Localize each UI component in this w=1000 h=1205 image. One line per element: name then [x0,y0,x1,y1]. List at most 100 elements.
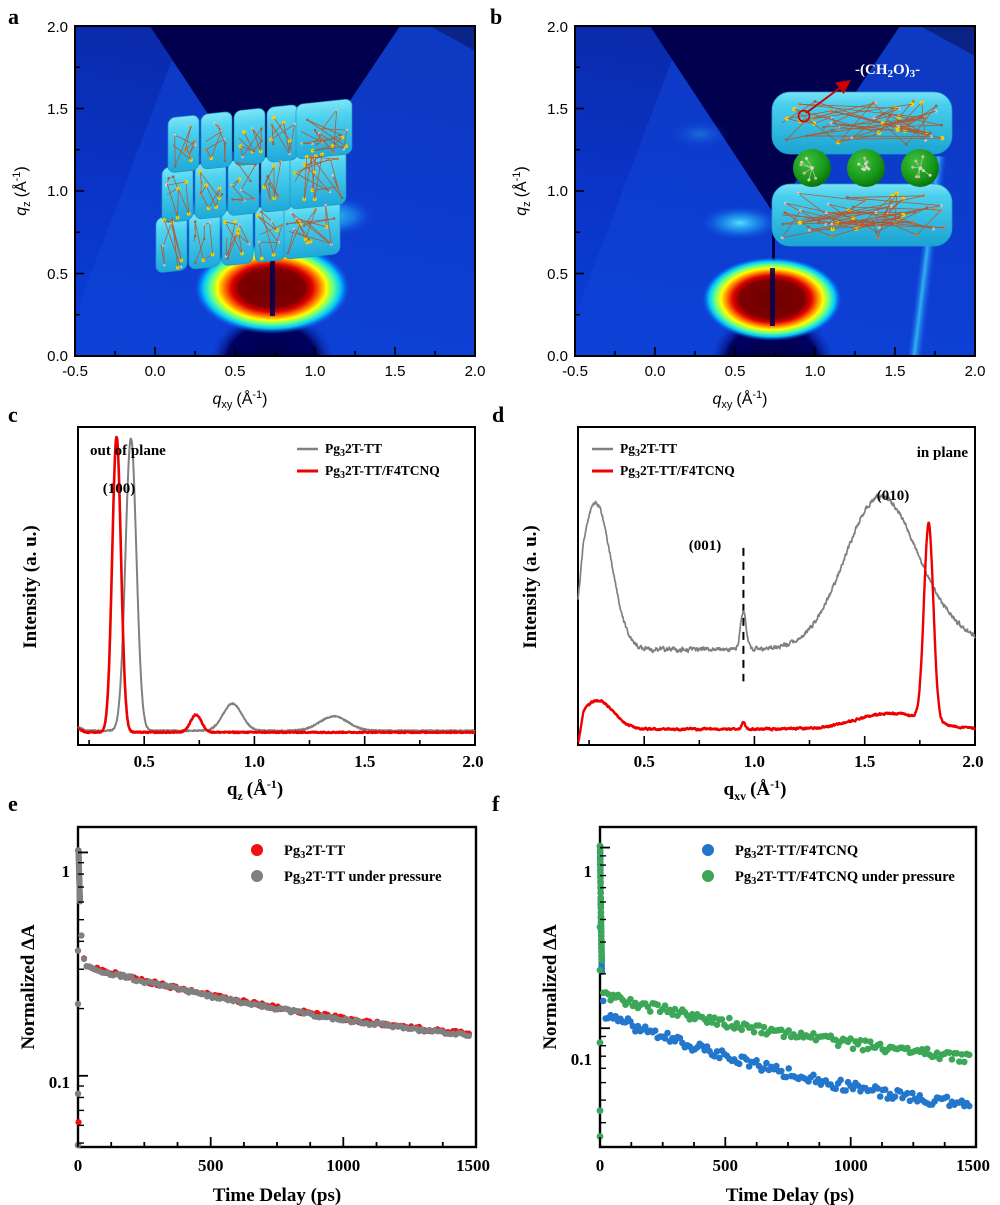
panel-e-svg: Pg32T-TT Pg32T-TT under pressure 1 0.1 [18,825,490,1205]
panel-c-xtick-3: 2.0 [462,752,483,771]
panel-b-xticks [574,347,976,356]
inset-slabs-b [771,79,953,247]
panel-b-ytick-1: 0.5 [547,266,568,283]
curve-1 [77,435,476,735]
svg-text:qz(Å-1): qz(Å-1) [511,166,533,216]
panel-e-xticks [77,1137,477,1147]
molecule-icon [285,203,336,255]
legend-label-0: Pg32T-TT [620,441,677,459]
panel-d-xaxis-label: qxy (Å-1) [724,777,787,800]
panel-e-yticks [78,851,88,1144]
legend-label-1: Pg32T-TT/F4TCNQ under pressure [735,869,955,887]
panel-f-yaxis-label: Normalized ΔA [540,924,561,1050]
panel-b: -(CH2O)3- 0.0 0.5 1.0 1.5 2.0 [500,16,1000,416]
panel-c-xaxis-label: qz (Å-1) [227,777,283,800]
panel-a-xtick-4: 1.5 [385,363,406,380]
panel-f-ytick-1: 1 [584,862,593,881]
giwaxs-map-a [75,26,475,356]
svg-text:Intensity (a. u.): Intensity (a. u.) [520,525,541,649]
legend-label-0: Pg32T-TT [284,843,345,861]
panel-b-ytick-2: 1.0 [547,183,568,200]
panel-b-xtick-1: 0.0 [645,363,666,380]
panel-d-svg: in plane (001) (010) Pg32T-TT Pg32T-TT/F… [520,426,984,800]
molecule-icon [256,210,284,261]
panel-d-curves [577,493,976,744]
svg-text:Normalized ΔA: Normalized ΔA [18,924,39,1050]
panel-e-xtick-1: 500 [198,1156,224,1175]
legend-label-1: Pg32T-TT under pressure [284,869,442,887]
panel-a-ytick-4: 2.0 [47,19,68,36]
panel-c-yaxis-label: Intensity (a. u.) [20,525,41,649]
molecule-icon [160,218,184,270]
molecule-icon [164,175,191,220]
molecule-icon [172,125,197,168]
legend-marker-0 [702,844,714,856]
legend-label-0: Pg32T-TT/F4TCNQ [735,843,858,861]
legend-marker-0 [251,844,263,856]
panel-a-xticks [74,347,476,356]
panel-c-svg: out of plane (100) Pg32T-TT Pg32T-TT/F4T… [20,426,484,800]
panel-f-xtick-2: 1000 [834,1156,868,1175]
molecule-icon [293,152,344,202]
xlab-sup: -1 [252,389,262,401]
svg-text:qxy(Å-1): qxy (Å-1) [724,777,787,800]
svg-text:Intensity (a. u.): Intensity (a. u.) [20,525,41,649]
svg-text:qz(Å-1): qz(Å-1) [227,777,283,800]
molecule-icon [198,169,224,211]
panel-a-svg: 0.0 0.5 1.0 1.5 2.0 -0.5 0.0 0.5 1.0 1.5… [11,19,485,411]
panel-a-xtick-3: 1.0 [305,363,326,380]
callout-circle-icon [797,109,811,123]
molecule-icon [238,127,263,159]
panel-a-xtick-0: -0.5 [62,363,88,380]
giwaxs-map-b: -(CH2O)3- [575,26,975,356]
panel-f-xtick-0: 0 [596,1156,605,1175]
svg-text:qxy(Å-1): qxy (Å-1) [712,389,767,411]
panel-a-ytick-0: 0.0 [47,348,68,365]
panel-f-legend: Pg32T-TT/F4TCNQ Pg32T-TT/F4TCNQ under pr… [702,843,955,887]
ylab-sub: z [21,201,33,207]
panel-c: out of plane (100) Pg32T-TT Pg32T-TT/F4T… [0,415,500,800]
panel-e-yaxis-label: Normalized ΔA [18,924,39,1050]
panel-e-xtick-3: 1500 [456,1156,490,1175]
panel-b-ytick-4: 2.0 [547,19,568,36]
panel-b-xtick-0: -0.5 [562,363,588,380]
panel-d-xtick-2: 1.5 [854,752,875,771]
panel-d-xtick-3: 2.0 [962,752,983,771]
panel-a-xaxis-label: qxy (Å-1) [212,389,267,411]
panel-d: in plane (001) (010) Pg32T-TT Pg32T-TT/F… [500,415,1000,800]
xlab-close: ) [262,391,267,408]
panel-b-yticks [575,25,584,357]
molecule-icon [230,161,257,202]
molecule-icon [223,219,251,261]
panel-d-xtick-1: 1.0 [744,752,765,771]
svg-text:Normalized ΔA: Normalized ΔA [540,924,561,1050]
panel-f-svg: Pg32T-TT/F4TCNQ Pg32T-TT/F4TCNQ under pr… [540,825,990,1205]
legend-label-1: Pg32T-TT/F4TCNQ [325,463,440,481]
molecule-icon [300,108,349,154]
series-1 [74,847,472,1149]
panel-a: 0.0 0.5 1.0 1.5 2.0 -0.5 0.0 0.5 1.0 1.5… [0,16,500,416]
panel-a-xtick-1: 0.0 [145,363,166,380]
panel-f-xtick-1: 500 [713,1156,739,1175]
series-1 [596,842,973,1140]
panel-d-note: in plane [917,445,969,461]
panel-a-yticks [75,25,84,357]
panel-label-a: a [8,4,19,29]
panel-c-peak-label: (100) [103,481,136,497]
inset-lamellae-a [155,99,353,273]
ylab-unit: (Å [11,181,30,197]
panel-a-ytick-3: 1.5 [47,101,68,118]
panel-label-b: b [490,4,503,29]
xlab-sym: q [212,391,221,408]
panel-c-note: out of plane [90,443,166,459]
panel-f-xaxis-label: Time Delay (ps) [726,1185,854,1205]
panel-d-xticks [588,736,976,745]
panel-e-xtick-2: 1000 [326,1156,360,1175]
panel-e-ytick-1: 1 [62,862,71,881]
panel-label-d: d [492,402,505,427]
panel-label-c: c [8,402,18,427]
panel-d-peak-label-001: (001) [689,538,722,554]
callout-arrow-icon [805,79,851,114]
panel-b-xtick-2: 0.5 [725,363,746,380]
